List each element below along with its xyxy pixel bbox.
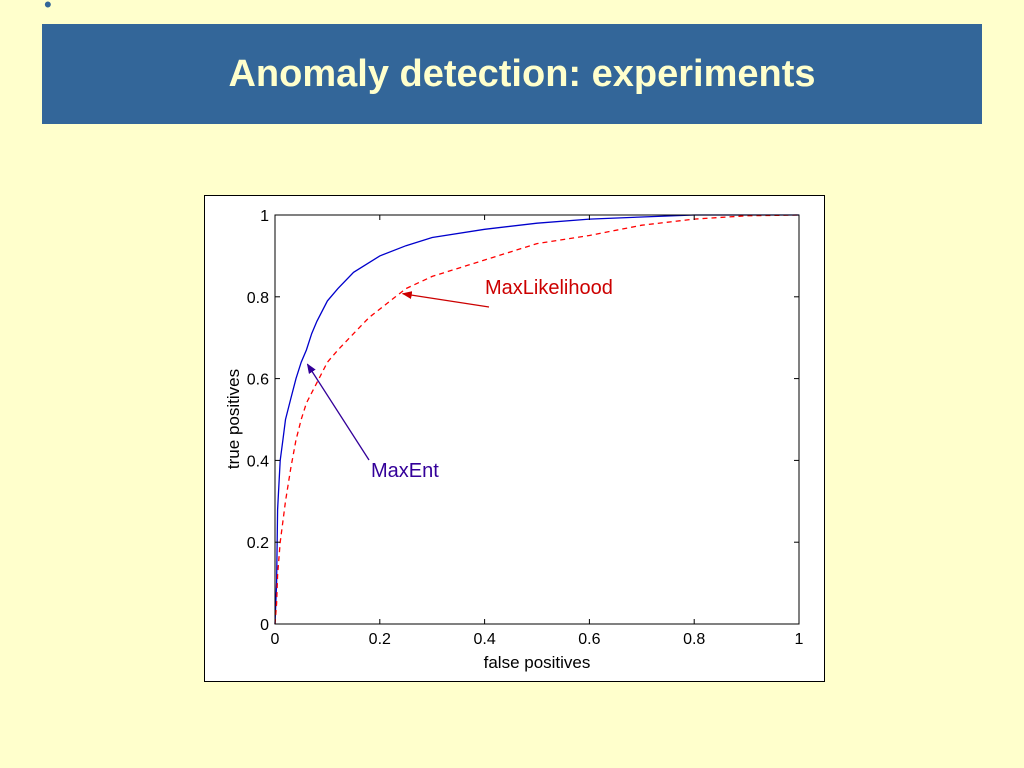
y-tick-label: 0.6	[247, 372, 269, 389]
tick-layer: 0 0.2 0.4 0.6 0.8 1 0 0.2 0.4 0.6 0.8 1	[247, 208, 804, 648]
y-tick-label: 0	[260, 617, 269, 634]
y-tick-label: 1	[260, 208, 269, 225]
plot-frame	[274, 214, 800, 625]
x-tick-label: 0.8	[683, 631, 705, 648]
slide-title: Anomaly detection: experiments	[228, 52, 816, 95]
x-tick-label: 1	[795, 631, 804, 648]
y-axis-label: true positives	[224, 369, 243, 469]
roc-chart: 0 0.2 0.4 0.6 0.8 1 0 0.2 0.4 0.6 0.8 1 false posit…	[224, 208, 804, 672]
maxent-annotation: MaxEnt	[371, 460, 439, 482]
x-tick-label: 0.6	[578, 631, 600, 648]
maxlikelihood-annotation: MaxLikelihood	[485, 277, 613, 299]
y-tick-label: 0.4	[247, 453, 269, 470]
y-tick-label: 0.2	[247, 535, 269, 552]
x-axis-label: false positives	[484, 653, 591, 672]
y-tick-label: 0.8	[247, 290, 269, 307]
roc-figure: 0 0.2 0.4 0.6 0.8 1 0 0.2 0.4 0.6 0.8 1 false posit…	[204, 195, 825, 682]
x-tick-label: 0	[271, 631, 280, 648]
maxlikelihood-arrow	[401, 291, 490, 308]
series-line-maxlikelihood	[274, 214, 800, 625]
x-tick-label: 0.2	[369, 631, 391, 648]
slide-bullet: •	[44, 0, 52, 17]
maxent-arrow	[306, 363, 370, 461]
title-bar: Anomaly detection: experiments	[42, 24, 982, 124]
x-tick-label: 0.4	[473, 631, 495, 648]
